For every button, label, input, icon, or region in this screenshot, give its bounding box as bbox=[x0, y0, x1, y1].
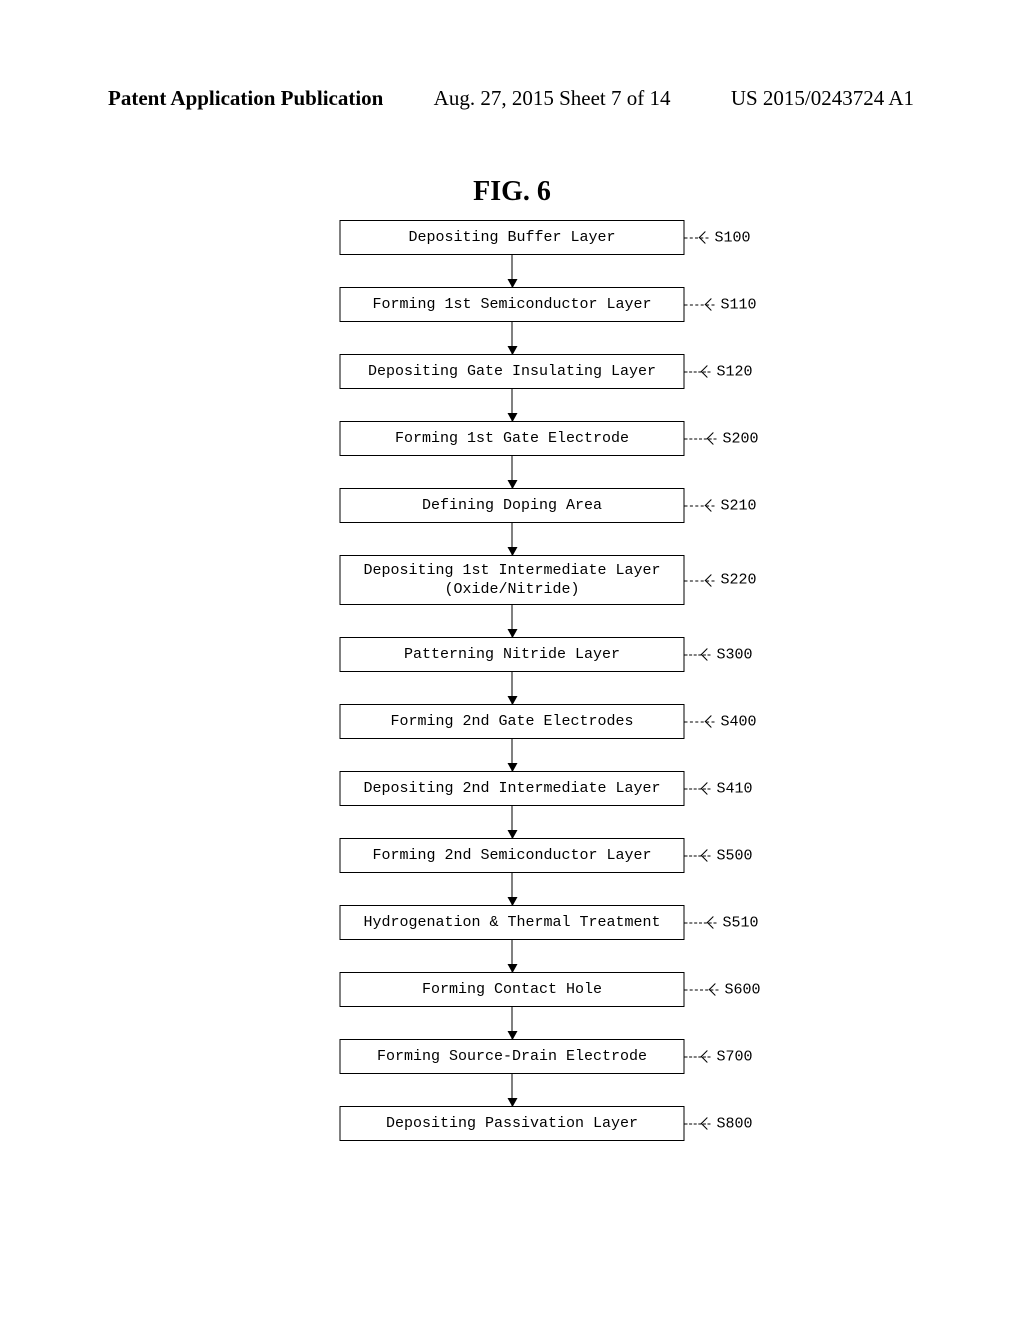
step-box: Forming Contact Hole bbox=[340, 972, 685, 1007]
step-label-text: S500 bbox=[717, 847, 753, 864]
arrow-down-icon bbox=[512, 456, 513, 488]
flowchart-step: Defining Doping AreaS210 bbox=[340, 488, 685, 523]
arrow-down-icon bbox=[512, 1007, 513, 1039]
step-label: S300 bbox=[685, 646, 753, 663]
leader-line-icon bbox=[685, 984, 719, 996]
step-box: Depositing Gate Insulating Layer bbox=[340, 354, 685, 389]
flowchart-step: Hydrogenation & Thermal TreatmentS510 bbox=[340, 905, 685, 940]
leader-line-icon bbox=[685, 433, 717, 445]
flowchart-step: Depositing Passivation LayerS800 bbox=[340, 1106, 685, 1141]
step-label: S120 bbox=[685, 363, 753, 380]
leader-line-icon bbox=[685, 783, 711, 795]
step-label-text: S410 bbox=[717, 780, 753, 797]
step-label: S500 bbox=[685, 847, 753, 864]
step-box: Depositing Buffer Layer bbox=[340, 220, 685, 255]
flowchart-container: Depositing Buffer LayerS100 Forming 1st S… bbox=[340, 220, 685, 1141]
step-label: S600 bbox=[685, 981, 761, 998]
leader-line-icon bbox=[685, 850, 711, 862]
leader-line-icon bbox=[685, 917, 717, 929]
step-label: S220 bbox=[685, 572, 757, 589]
step-box: Forming Source-Drain Electrode bbox=[340, 1039, 685, 1074]
step-label-text: S800 bbox=[717, 1115, 753, 1132]
arrow-down-icon bbox=[512, 389, 513, 421]
arrow-down-icon bbox=[512, 523, 513, 555]
step-label-text: S300 bbox=[717, 646, 753, 663]
flowchart-step: Forming Contact HoleS600 bbox=[340, 972, 685, 1007]
step-box: Forming 2nd Gate Electrodes bbox=[340, 704, 685, 739]
leader-line-icon bbox=[685, 500, 715, 512]
arrow-down-icon bbox=[512, 739, 513, 771]
header-center: Aug. 27, 2015 Sheet 7 of 14 bbox=[434, 86, 671, 111]
step-label-text: S700 bbox=[717, 1048, 753, 1065]
flowchart-step: Depositing 2nd Intermediate LayerS410 bbox=[340, 771, 685, 806]
page-header: Patent Application Publication Aug. 27, … bbox=[0, 86, 1024, 111]
arrow-down-icon bbox=[512, 1074, 513, 1106]
arrow-down-icon bbox=[512, 255, 513, 287]
step-label-text: S510 bbox=[723, 914, 759, 931]
flowchart-step: Depositing Buffer LayerS100 bbox=[340, 220, 685, 255]
flowchart-step: Forming Source-Drain ElectrodeS700 bbox=[340, 1039, 685, 1074]
flowchart-step: Depositing 1st Intermediate Layer(Oxide/… bbox=[340, 555, 685, 605]
step-label-text: S120 bbox=[717, 363, 753, 380]
step-label-text: S200 bbox=[723, 430, 759, 447]
step-label-text: S100 bbox=[715, 229, 751, 246]
flowchart-step: Patterning Nitride LayerS300 bbox=[340, 637, 685, 672]
leader-line-icon bbox=[685, 366, 711, 378]
step-box: Depositing Passivation Layer bbox=[340, 1106, 685, 1141]
step-box: Depositing 1st Intermediate Layer(Oxide/… bbox=[340, 555, 685, 605]
step-label-text: S210 bbox=[721, 497, 757, 514]
step-label: S700 bbox=[685, 1048, 753, 1065]
step-box: Depositing 2nd Intermediate Layer bbox=[340, 771, 685, 806]
step-label: S110 bbox=[685, 296, 757, 313]
step-box: Defining Doping Area bbox=[340, 488, 685, 523]
leader-line-icon bbox=[685, 649, 711, 661]
step-box: Forming 1st Semiconductor Layer bbox=[340, 287, 685, 322]
arrow-down-icon bbox=[512, 873, 513, 905]
step-label-text: S220 bbox=[721, 572, 757, 589]
leader-line-icon bbox=[685, 299, 715, 311]
flowchart-step: Forming 1st Gate ElectrodeS200 bbox=[340, 421, 685, 456]
step-box: Patterning Nitride Layer bbox=[340, 637, 685, 672]
header-right: US 2015/0243724 A1 bbox=[731, 86, 914, 111]
step-label: S510 bbox=[685, 914, 759, 931]
step-label: S400 bbox=[685, 713, 757, 730]
arrow-down-icon bbox=[512, 672, 513, 704]
step-label: S210 bbox=[685, 497, 757, 514]
step-label: S200 bbox=[685, 430, 759, 447]
leader-line-icon bbox=[685, 1051, 711, 1063]
step-box: Forming 2nd Semiconductor Layer bbox=[340, 838, 685, 873]
figure-title: FIG. 6 bbox=[473, 176, 551, 208]
header-left: Patent Application Publication bbox=[108, 86, 383, 111]
flowchart-step: Forming 2nd Semiconductor LayerS500 bbox=[340, 838, 685, 873]
leader-line-icon bbox=[685, 1118, 711, 1130]
leader-line-icon bbox=[685, 574, 715, 586]
step-label: S100 bbox=[685, 229, 751, 246]
step-label-text: S600 bbox=[725, 981, 761, 998]
arrow-down-icon bbox=[512, 322, 513, 354]
step-label-text: S400 bbox=[721, 713, 757, 730]
step-box: Forming 1st Gate Electrode bbox=[340, 421, 685, 456]
arrow-down-icon bbox=[512, 940, 513, 972]
step-box: Hydrogenation & Thermal Treatment bbox=[340, 905, 685, 940]
step-label: S800 bbox=[685, 1115, 753, 1132]
leader-line-icon bbox=[685, 716, 715, 728]
step-label: S410 bbox=[685, 780, 753, 797]
leader-line-icon bbox=[685, 232, 709, 244]
flowchart-step: Depositing Gate Insulating LayerS120 bbox=[340, 354, 685, 389]
flowchart-step: Forming 2nd Gate ElectrodesS400 bbox=[340, 704, 685, 739]
arrow-down-icon bbox=[512, 806, 513, 838]
step-label-text: S110 bbox=[721, 296, 757, 313]
flowchart-step: Forming 1st Semiconductor LayerS110 bbox=[340, 287, 685, 322]
arrow-down-icon bbox=[512, 605, 513, 637]
